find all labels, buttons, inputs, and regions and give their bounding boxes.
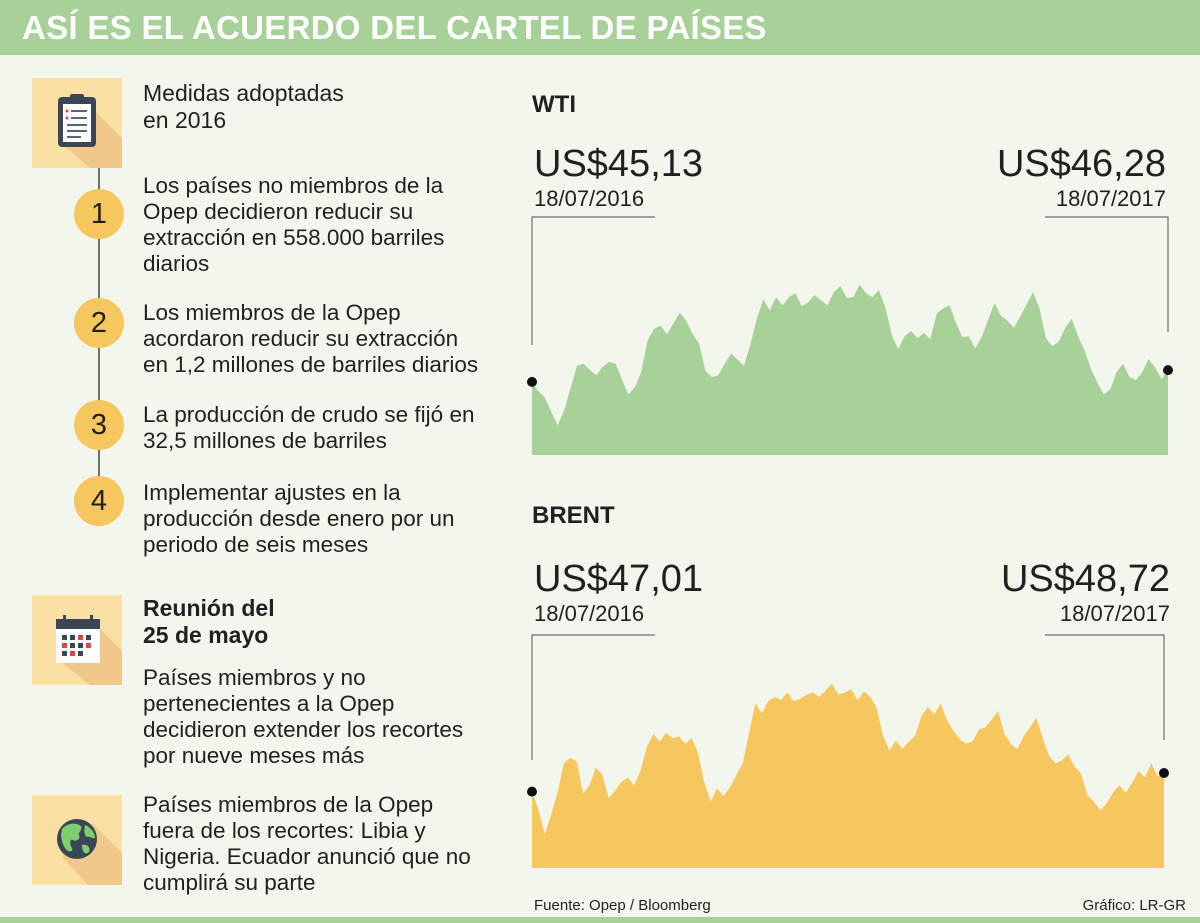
brent-start-point [527, 786, 537, 797]
wti-chart: WTI US$45,13 18/07/2016 US$46,28 18/07/2… [527, 91, 1173, 455]
globe-icon [32, 795, 122, 885]
brent-end-point [1159, 768, 1169, 778]
step-text-4: Implementar ajustes en la producción des… [143, 480, 455, 557]
credit-note: Gráfico: LR-GR [1082, 897, 1186, 914]
brent-chart: BRENT US$47,01 18/07/2016 US$48,72 18/07… [527, 502, 1170, 868]
section-title-medidas: Medidas adoptadas en 2016 [143, 80, 344, 133]
brent-start-leader [531, 634, 655, 760]
brent-start-price: US$47,01 [534, 558, 703, 600]
wti-end-leader [1045, 216, 1169, 332]
wti-title: WTI [532, 91, 576, 118]
step-text-3: La producción de crudo se fijó en 32,5 m… [143, 402, 475, 453]
brent-title: BRENT [532, 502, 615, 529]
step-text-1: Los países no miembros de la Opep decidi… [143, 173, 445, 276]
reunion-text: Países miembros y no pertenecientes a la… [143, 665, 464, 768]
clipboard-icon [32, 78, 122, 168]
wti-start-point [527, 376, 537, 387]
step-number-2: 2 [74, 298, 124, 348]
brent-end-price: US$48,72 [1001, 558, 1170, 600]
page-title: ASÍ ES EL ACUERDO DEL CARTEL DE PAÍSES [22, 9, 767, 46]
wti-area [532, 284, 1168, 455]
header-banner: ASÍ ES EL ACUERDO DEL CARTEL DE PAÍSES [0, 0, 1200, 55]
step-text-2: Los miembros de la Opep acordaron reduci… [143, 300, 479, 377]
source-note: Fuente: Opep / Bloomberg [534, 897, 711, 914]
wti-end-price: US$46,28 [997, 143, 1166, 185]
bottom-rule [0, 917, 1200, 923]
brent-start-date: 18/07/2016 [534, 601, 644, 626]
step-number-4: 4 [74, 476, 124, 526]
step-number-1: 1 [74, 189, 124, 239]
step-number-3: 3 [74, 400, 124, 450]
wti-start-date: 18/07/2016 [534, 186, 644, 211]
brent-area [532, 683, 1164, 868]
wti-start-price: US$45,13 [534, 143, 703, 185]
wti-end-point [1163, 365, 1173, 376]
wti-end-date: 18/07/2017 [1056, 186, 1166, 211]
brent-end-leader [1045, 634, 1165, 740]
recortes-text: Países miembros de la Opep fuera de los … [143, 792, 471, 895]
calendar-icon [32, 595, 122, 685]
section-title-reunion: Reunión del 25 de mayo [143, 595, 275, 648]
wti-start-leader [531, 216, 655, 345]
brent-end-date: 18/07/2017 [1060, 601, 1170, 626]
